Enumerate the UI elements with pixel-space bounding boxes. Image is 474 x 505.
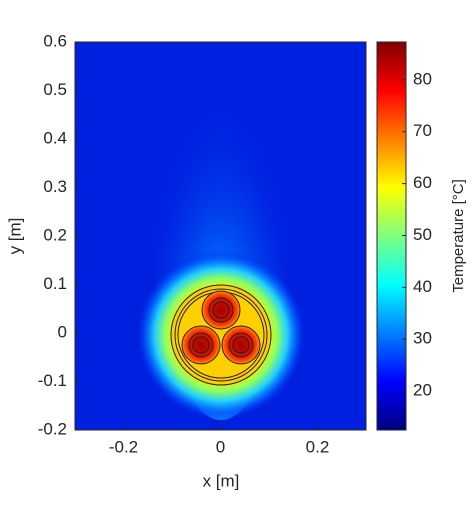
- colorbar-label: Temperature [°C]: [450, 179, 467, 293]
- colorbar: [376, 41, 407, 431]
- temperature-field: [75, 42, 366, 430]
- colorbar-tick-label: 30: [413, 329, 432, 348]
- y-tick-label: 0: [58, 322, 67, 341]
- colorbar-tick-label: 50: [413, 225, 432, 244]
- x-tick-label: -0.2: [109, 437, 138, 456]
- colorbar-tick-label: 40: [413, 277, 432, 296]
- colorbar-tick-label: 60: [413, 173, 432, 192]
- y-tick-label: 0.2: [43, 225, 67, 244]
- y-tick-label: -0.1: [38, 371, 67, 390]
- y-tick-label: 0.6: [43, 31, 67, 50]
- x-axis-label: x [m]: [203, 471, 240, 490]
- colorbar-tick-label: 20: [413, 381, 432, 400]
- y-axis-label: y [m]: [5, 218, 24, 255]
- x-tick-label: 0.2: [306, 437, 330, 456]
- x-tick-label: 0: [216, 437, 225, 456]
- colorbar-tick-label: 70: [413, 121, 432, 140]
- colorbar-tick-label: 80: [413, 69, 432, 88]
- y-tick-label: 0.5: [43, 80, 67, 99]
- y-tick-label: 0.1: [43, 274, 67, 293]
- y-tick-label: -0.2: [38, 419, 67, 438]
- y-tick-label: 0.4: [43, 128, 67, 147]
- y-tick-label: 0.3: [43, 177, 67, 196]
